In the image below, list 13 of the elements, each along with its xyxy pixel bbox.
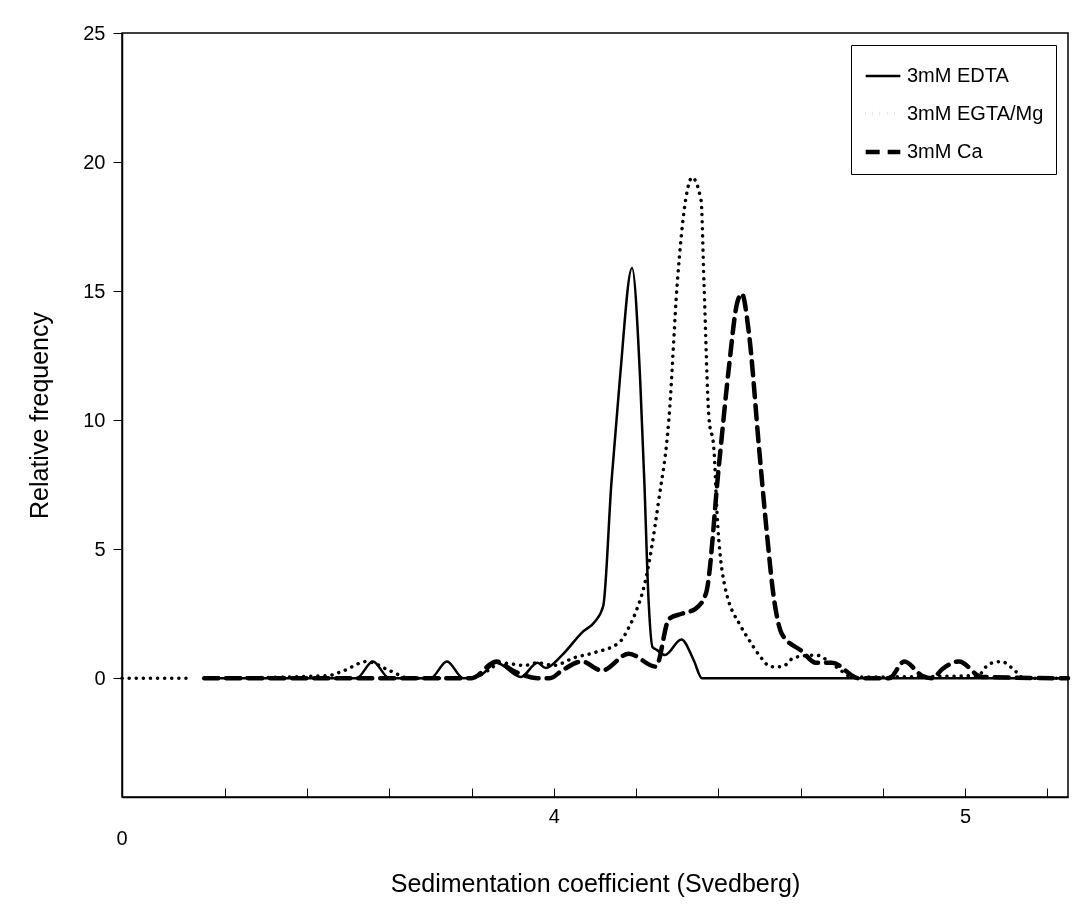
- y-axis-title: Relative frequency: [25, 311, 54, 520]
- y-tick-label: 10: [83, 408, 106, 431]
- y-tick-label: 15: [83, 279, 106, 302]
- legend-label: 3mM EDTA: [907, 64, 1010, 86]
- y-tick-label: 5: [94, 537, 106, 560]
- y-tick-label: 20: [83, 150, 106, 173]
- y-tick-label: 0: [94, 666, 106, 689]
- legend-label: 3mM Ca: [907, 140, 984, 162]
- x-tick-label: 4: [548, 804, 560, 827]
- legend-label: 3mM EGTA/Mg: [907, 101, 1044, 124]
- text: 0: [116, 827, 128, 849]
- y-tick-label: 25: [83, 21, 106, 44]
- x-axis-title: Sedimentation coefficient (Svedberg): [390, 868, 801, 897]
